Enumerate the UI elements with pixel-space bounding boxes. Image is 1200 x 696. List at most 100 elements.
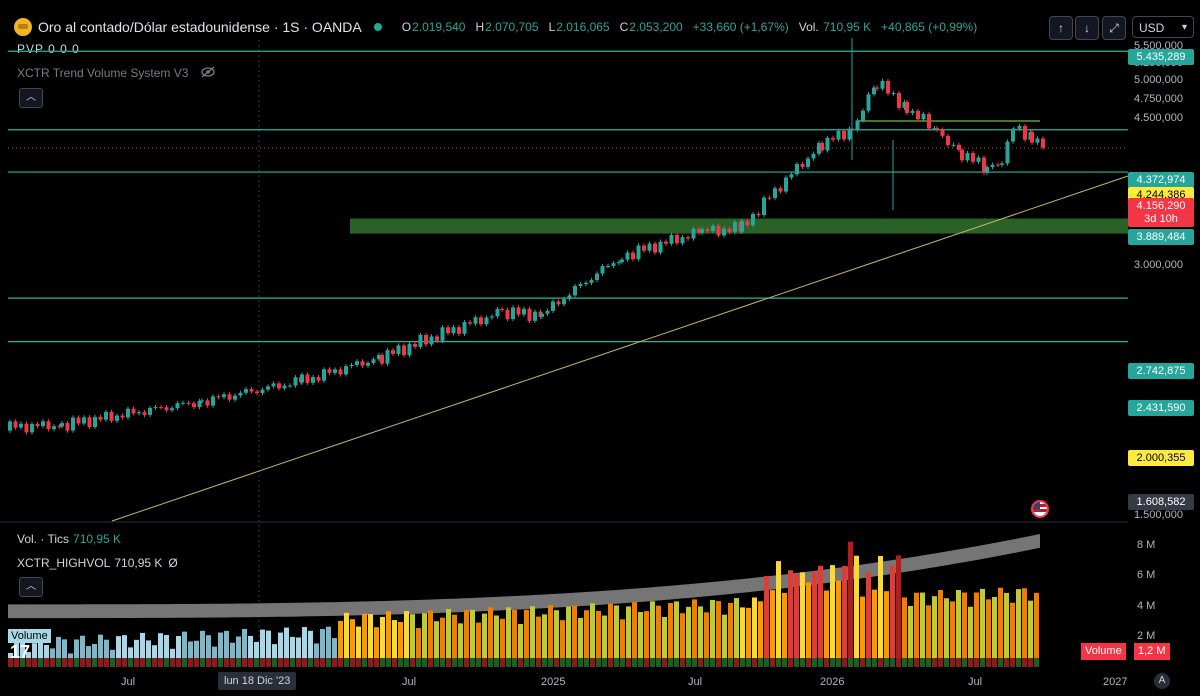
volume-bar: [572, 605, 577, 667]
volume-bar: [836, 580, 841, 667]
volume-bar: [140, 632, 145, 667]
volume-bar: [374, 627, 379, 667]
volume-base-bar: [494, 658, 499, 667]
volume-base-bar: [980, 658, 985, 667]
candle: [789, 172, 794, 180]
volume-bar: [254, 641, 259, 667]
collapse-volume-legend-button[interactable]: ︿: [19, 577, 43, 597]
volume-change: +40,865 (+0,99%): [881, 20, 978, 34]
candle: [266, 384, 270, 392]
volume-base-bar: [896, 658, 901, 667]
volume-base-bar: [818, 658, 823, 667]
volume-bar: [170, 648, 175, 667]
candle: [175, 401, 180, 411]
volume-base-bar: [524, 658, 529, 667]
volume-base-bar: [872, 658, 877, 667]
volume-base-bar: [902, 658, 907, 667]
symbol-legend[interactable]: Oro al contado/Dólar estadounidense · 1S…: [14, 18, 977, 36]
scroll-up-button[interactable]: ↑: [1049, 16, 1073, 40]
candle: [344, 363, 348, 377]
volume-base-bar: [290, 658, 295, 667]
candle: [71, 415, 75, 433]
volume-base-bar: [536, 658, 541, 667]
candle: [675, 232, 679, 246]
volume-bar: [350, 619, 355, 667]
candle: [642, 243, 646, 253]
symbol-title[interactable]: Oro al contado/Dólar estadounidense · 1S…: [38, 19, 362, 35]
volume-base-bar: [956, 658, 961, 667]
candle: [825, 135, 830, 153]
volume-bar: [536, 616, 541, 667]
volume-bar: [842, 566, 847, 667]
volume-base-bar: [422, 658, 427, 667]
crosshair-time-label: lun 18 Dic '23: [218, 672, 297, 690]
price-label: 2.742,875: [1128, 363, 1194, 379]
volume-base-bar: [590, 658, 595, 667]
volume-bar: [422, 613, 427, 667]
volume-bar: [248, 635, 253, 667]
candle: [511, 305, 515, 322]
volume-bar: [308, 630, 313, 667]
volume-tag: Volume: [1081, 643, 1126, 660]
volume-bar: [806, 582, 811, 667]
indicator-legend[interactable]: XCTR Trend Volume System V3: [17, 66, 216, 81]
volume-base-bar: [674, 658, 679, 667]
candle: [946, 133, 950, 148]
candle: [1000, 161, 1004, 167]
eye-off-icon[interactable]: [200, 66, 216, 81]
volume-bar: [662, 616, 667, 667]
candle: [767, 195, 772, 201]
tradingview-logo-icon[interactable]: 17: [10, 642, 31, 662]
volume-base-bar: [614, 658, 619, 667]
currency-select[interactable]: USD ▾: [1132, 16, 1194, 38]
volume-bar: [302, 627, 307, 667]
volume-base-bar: [230, 658, 235, 667]
candle: [965, 150, 970, 163]
volume-base-bar: [380, 658, 385, 667]
auto-scale-button[interactable]: A: [1154, 673, 1170, 689]
volume-bar: [830, 565, 835, 667]
volume-base-bar: [512, 658, 517, 667]
candle: [424, 332, 428, 347]
volume-bar: [206, 635, 211, 667]
volume-bar: [866, 572, 871, 667]
candle: [211, 394, 215, 408]
candle: [664, 239, 668, 246]
volume-base-bar: [182, 658, 187, 667]
candle: [600, 263, 605, 276]
candle: [479, 315, 483, 327]
volume-base-bar: [602, 658, 607, 667]
us-flag-icon[interactable]: [1031, 500, 1049, 518]
candle: [57, 424, 62, 429]
volume-base-bar: [458, 658, 463, 667]
volume-bar: [44, 644, 49, 667]
candle: [200, 398, 204, 404]
candle: [756, 211, 761, 218]
volume-bar: [644, 611, 649, 667]
candle: [866, 92, 871, 113]
volume-bar: [710, 599, 715, 667]
candle: [700, 226, 704, 236]
collapse-legend-button[interactable]: ︿: [19, 88, 43, 108]
volume-bar: [440, 617, 445, 667]
volume-base-bar: [278, 658, 283, 667]
volume-legend[interactable]: Vol. · Tics 710,95 K: [17, 532, 122, 546]
volume-base-bar: [326, 658, 331, 667]
volume-base-bar: [254, 658, 259, 667]
volume-base-bar: [314, 658, 319, 667]
volume-base-bar: [440, 658, 445, 667]
candle: [238, 390, 243, 398]
candle: [762, 195, 766, 218]
volume-bar: [434, 621, 439, 667]
volume-bar: [146, 640, 151, 667]
volume-bar: [74, 639, 79, 667]
pvp-legend[interactable]: PVP 0 0 0: [17, 42, 80, 56]
volume-base-bar: [446, 658, 451, 667]
scroll-down-button[interactable]: ↓: [1075, 16, 1099, 40]
volume-bar: [956, 590, 961, 667]
volume-bar: [164, 634, 169, 667]
fullscreen-button[interactable]: ⤢: [1102, 16, 1126, 40]
volume-base-bar: [554, 658, 559, 667]
